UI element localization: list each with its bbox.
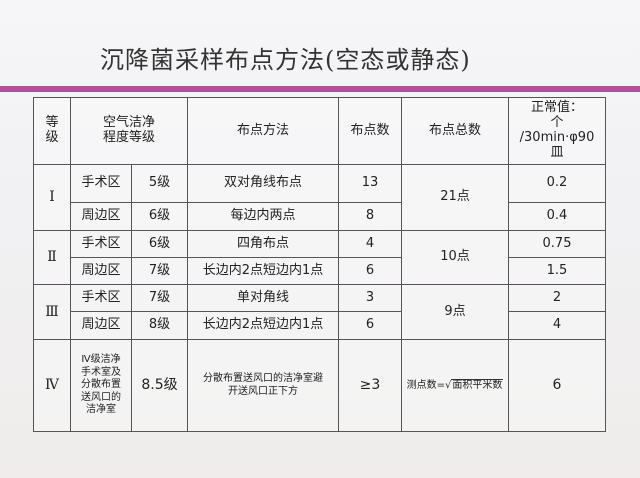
header-grade: 等级 (33, 97, 71, 165)
normal-cell: 2 (508, 284, 606, 312)
points-cell: 8 (338, 202, 402, 231)
header-points: 布点数 (338, 97, 402, 165)
total-cell: 10点 (401, 230, 509, 285)
method-cell: 长边内2点短边内1点 (187, 257, 339, 285)
grade-cell: Ⅲ (33, 284, 71, 340)
table-row: Ⅰ 手术区 5级 双对角线布点 13 21点 0.2 (33, 164, 606, 231)
method-cell: 分散布置送风口的洁净室避开送风口正下方 (187, 339, 339, 432)
area-cell: 周边区 (70, 311, 132, 340)
table-row: Ⅲ 手术区 7级 单对角线 3 9点 2 (33, 284, 606, 340)
normal-cell: 6 (508, 339, 606, 432)
header-method: 布点方法 (187, 97, 339, 165)
total-cell: 21点 (401, 164, 509, 231)
table-row: 周边区 8级 长边内2点短边内1点 6 4 (34, 311, 606, 340)
slide-title: 沉降菌采样布点方法(空态或静态) (100, 46, 471, 74)
level-cell: 7级 (131, 284, 188, 312)
normal-cell: 1.5 (508, 257, 606, 285)
points-cell: 4 (338, 230, 402, 258)
header-normal: 正常值：个/30min·φ90 皿 (508, 97, 606, 165)
area-cell: 周边区 (70, 257, 132, 285)
level-cell: 7级 (131, 257, 188, 285)
method-cell: 单对角线 (187, 284, 339, 312)
normal-cell: 0.75 (508, 230, 606, 258)
grade-cell: Ⅰ (33, 164, 71, 231)
area-cell: 手术区 (70, 230, 132, 258)
total-cell: 测点数=√面积平米数 (401, 339, 509, 432)
table-row: Ⅱ 手术区 6级 四角布点 4 10点 0.75 (33, 230, 606, 285)
points-cell: 6 (338, 311, 402, 340)
area-cell: 手术区 (70, 284, 132, 312)
grade-cell: Ⅱ (33, 230, 71, 285)
table-row: 周边区 7级 长边内2点短边内1点 6 1.5 (34, 257, 606, 285)
method-cell: 四角布点 (187, 230, 339, 258)
points-cell: ≥3 (338, 339, 402, 432)
method-cell: 双对角线布点 (187, 164, 339, 203)
normal-cell: 4 (508, 311, 606, 340)
method-cell: 每边内两点 (187, 202, 339, 231)
header-total: 布点总数 (401, 97, 509, 165)
grade-cell: Ⅳ (33, 339, 71, 432)
normal-cell: 0.4 (508, 202, 606, 231)
points-cell: 3 (338, 284, 402, 312)
header-row: 等级 空气洁净程度等级 布点方法 布点数 布点总数 正常值：个/30min·φ9… (33, 97, 606, 165)
sampling-table: 等级 空气洁净程度等级 布点方法 布点数 布点总数 正常值：个/30min·φ9… (33, 97, 606, 432)
level-cell: 6级 (131, 230, 188, 258)
total-cell: 9点 (401, 284, 509, 340)
normal-cell: 0.2 (508, 164, 606, 203)
accent-divider (0, 86, 640, 92)
points-cell: 13 (338, 164, 402, 203)
area-cell: Ⅳ级洁净手术室及分散布置送风口的洁净室 (70, 339, 132, 432)
level-cell: 5级 (131, 164, 188, 203)
points-cell: 6 (338, 257, 402, 285)
level-cell: 8.5级 (131, 339, 188, 432)
area-cell: 手术区 (70, 164, 132, 203)
level-cell: 6级 (131, 202, 188, 231)
header-cleanliness: 空气洁净程度等级 (70, 97, 188, 165)
table-row: 周边区 6级 每边内两点 8 0.4 (34, 202, 606, 231)
level-cell: 8级 (131, 311, 188, 340)
sqrt-icon: √ (445, 379, 452, 391)
method-cell: 长边内2点短边内1点 (187, 311, 339, 340)
table-row: Ⅳ Ⅳ级洁净手术室及分散布置送风口的洁净室 8.5级 分散布置送风口的洁净室避开… (33, 339, 606, 432)
area-cell: 周边区 (70, 202, 132, 231)
